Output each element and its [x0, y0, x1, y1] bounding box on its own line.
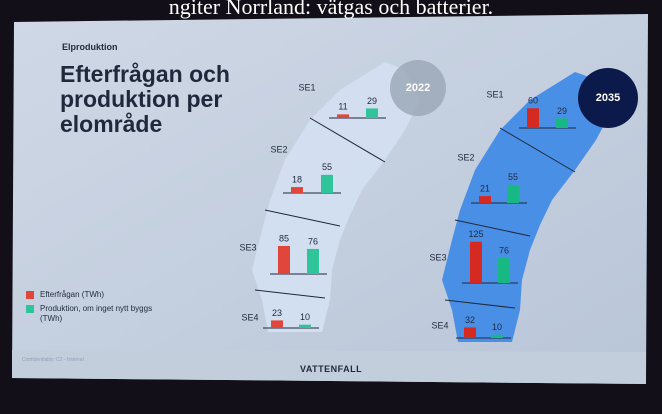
value-label: 85 [279, 233, 289, 243]
value-label: 29 [557, 106, 567, 116]
bar [491, 335, 503, 338]
legend-swatch [26, 305, 34, 313]
region-label: SE1 [298, 82, 315, 92]
legend-swatch [26, 291, 34, 299]
bar [337, 114, 349, 118]
value-label: 29 [367, 96, 377, 106]
value-label: 10 [492, 322, 502, 332]
bar [366, 108, 378, 118]
value-label: 76 [499, 245, 509, 255]
region-label: SE3 [239, 242, 256, 252]
slide-label: Elproduktion [62, 42, 118, 52]
legend-label: Efterfrågan (TWh) [40, 290, 104, 299]
value-label: 32 [465, 315, 475, 325]
screen: 2022 SE1 SE2 SE3 SE4 11 18 85 23 29 55 76 10 2035 SE1 S… [0, 0, 662, 414]
bar [470, 242, 482, 283]
footer: Confidentiality: C2 - Internal [22, 357, 84, 363]
legend-label: Produktion, om inget nytt byggs (TWh) [40, 304, 152, 323]
value-label: 125 [468, 229, 483, 239]
region-label: SE2 [457, 152, 474, 162]
bar [307, 249, 319, 274]
bar [507, 185, 519, 203]
value-label: 55 [508, 172, 518, 182]
bar [498, 258, 510, 283]
legend-entry: Produktion, om inget nytt byggs (TWh) [40, 304, 160, 324]
bar [527, 108, 539, 128]
caption: ngiter Norrland: vätgas och batterier. [0, 0, 662, 20]
region-label: SE4 [431, 320, 448, 330]
bar [299, 325, 311, 328]
value-label: 11 [338, 102, 347, 112]
value-label: 18 [292, 174, 302, 184]
region-label: SE3 [429, 252, 446, 262]
region-label: SE4 [241, 312, 258, 322]
bar [479, 196, 491, 203]
value-label: 23 [272, 308, 282, 318]
region-label: SE1 [486, 89, 503, 99]
value-label: 21 [480, 183, 490, 193]
bar [278, 246, 290, 274]
value-label: 10 [300, 312, 310, 322]
value-label: 55 [322, 162, 332, 172]
bar [464, 327, 476, 338]
bar [271, 320, 283, 328]
region-label: SE2 [270, 144, 287, 154]
panel-title: 2035 [596, 92, 620, 104]
bar [556, 118, 568, 128]
value-label: 76 [308, 236, 318, 246]
bar [321, 175, 333, 193]
panel-title: 2022 [406, 82, 430, 94]
slide-title: Efterfrågan och produktion per elområde [60, 62, 270, 137]
bar [291, 187, 303, 193]
value-label: 60 [528, 96, 538, 106]
brand: VATTENFALL [300, 364, 362, 374]
legend-entry: Efterfrågan (TWh) [40, 290, 180, 300]
